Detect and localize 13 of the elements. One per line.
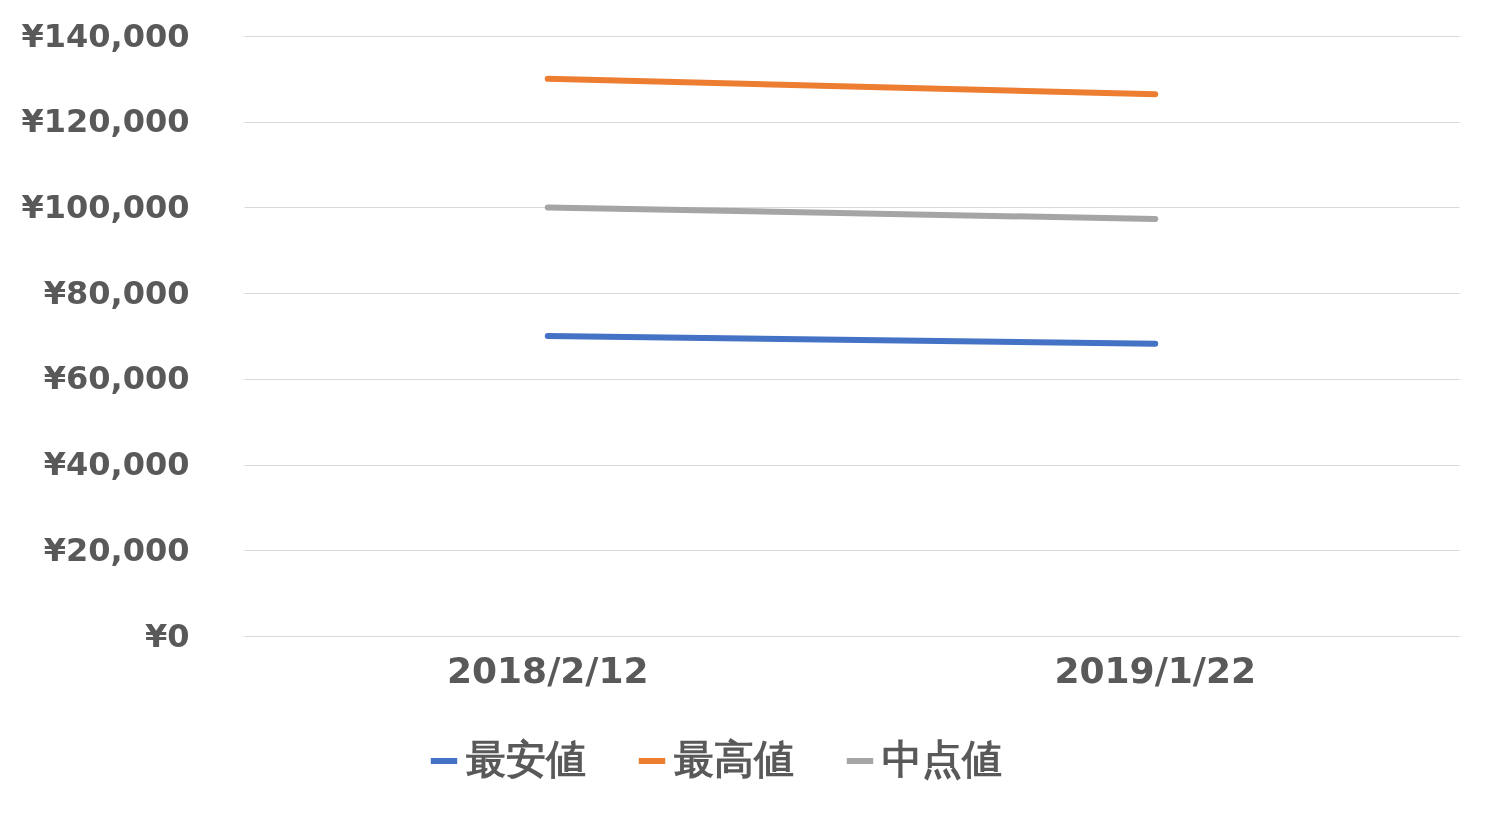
y-tick-label: ¥100,000 [21, 187, 190, 226]
y-tick-label: ¥140,000 [21, 16, 190, 55]
y-tick-label: ¥40,000 [43, 445, 190, 484]
y-tick-label: ¥20,000 [43, 530, 190, 569]
y-tick-label: ¥0 [144, 616, 190, 655]
legend-label: 最高値 [674, 736, 794, 782]
y-tick-label: ¥120,000 [21, 102, 190, 141]
y-tick-label: ¥60,000 [43, 359, 190, 398]
x-tick-label: 2018/2/12 [446, 649, 649, 691]
y-tick-label: ¥80,000 [43, 273, 190, 312]
x-tick-label: 2019/1/22 [1054, 649, 1257, 691]
legend-label: 中点値 [882, 736, 1002, 782]
legend-label: 最安値 [466, 736, 586, 782]
